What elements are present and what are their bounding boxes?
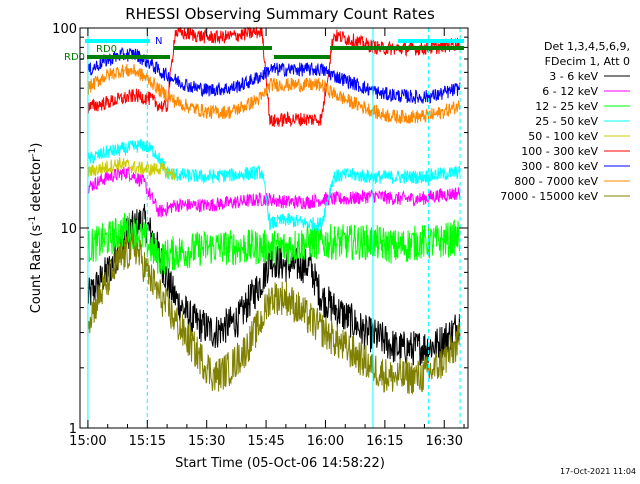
legend-label: 50 - 100 keV <box>528 130 598 143</box>
series-line-5 <box>87 157 176 181</box>
legend-label: 12 - 25 keV <box>535 100 598 113</box>
x-tick-label: 16:30 <box>426 434 463 449</box>
x-tick-label: 15:45 <box>247 434 284 449</box>
y-axis-label-part1: Count Rate (s <box>29 225 44 314</box>
y-tick-label: 1 <box>69 422 77 437</box>
y-tick-label: 100 <box>52 22 77 37</box>
y-tick-label: 10 <box>60 222 77 237</box>
legend-label: 6 - 12 keV <box>542 85 598 98</box>
series-line-3 <box>87 212 461 275</box>
legend-items: 3 - 6 keV 6 - 12 keV 12 - 25 keV 25 - 50 ke… <box>500 70 630 203</box>
series-line-2 <box>87 166 461 218</box>
x-axis: 15:00 15:15 15:30 15:45 16:00 16:15 16:30 <box>69 28 465 449</box>
legend-label: 3 - 6 keV <box>549 70 598 83</box>
legend-label: 800 - 7000 keV <box>514 175 598 188</box>
chart-title: RHESSI Observing Summary Count Rates <box>125 5 435 23</box>
series-line-9 <box>87 232 461 395</box>
y-axis: 1 10 100 <box>52 22 468 437</box>
x-tick-label: 15:15 <box>129 434 166 449</box>
rd0-label-upper: RD0 <box>96 44 117 55</box>
legend-label: 100 - 300 keV <box>521 145 598 158</box>
y-axis-label: Count Rate (s-1 detector-1) <box>28 143 44 314</box>
timestamp: 17-Oct-2021 11:04 <box>560 467 636 476</box>
rd0-label-lower: RD0 <box>64 52 85 63</box>
x-axis-label: Start Time (05-Oct-06 14:58:22) <box>175 456 385 471</box>
x-tick-label: 15:30 <box>188 434 225 449</box>
legend-header-2: FDecim 1, Att 0 <box>545 55 630 68</box>
series-line-4 <box>87 138 461 232</box>
series-line-7 <box>87 46 461 104</box>
legend-label: 25 - 50 keV <box>535 115 598 128</box>
y-axis-label-sup1: -1 <box>28 216 38 225</box>
y-axis-label-part3: ) <box>29 143 44 148</box>
legend-label: 300 - 800 keV <box>521 160 598 173</box>
series-line-1 <box>87 203 461 367</box>
y-axis-label-part2: detector <box>29 156 44 216</box>
x-tick-label: 16:00 <box>307 434 344 449</box>
x-tick-label: 15:00 <box>69 434 106 449</box>
legend-label: 7000 - 15000 keV <box>500 190 598 203</box>
x-tick-label: 16:15 <box>366 434 403 449</box>
series-line-8 <box>87 63 461 125</box>
n-label: N <box>155 36 162 47</box>
annotation-layer: N RD0 RD0 <box>64 36 464 63</box>
legend-header-1: Det 1,3,4,5,6,9, <box>544 40 630 53</box>
y-axis-label-sup2: -1 <box>28 148 38 157</box>
legend: Det 1,3,4,5,6,9, FDecim 1, Att 0 3 - 6 k… <box>500 40 630 203</box>
